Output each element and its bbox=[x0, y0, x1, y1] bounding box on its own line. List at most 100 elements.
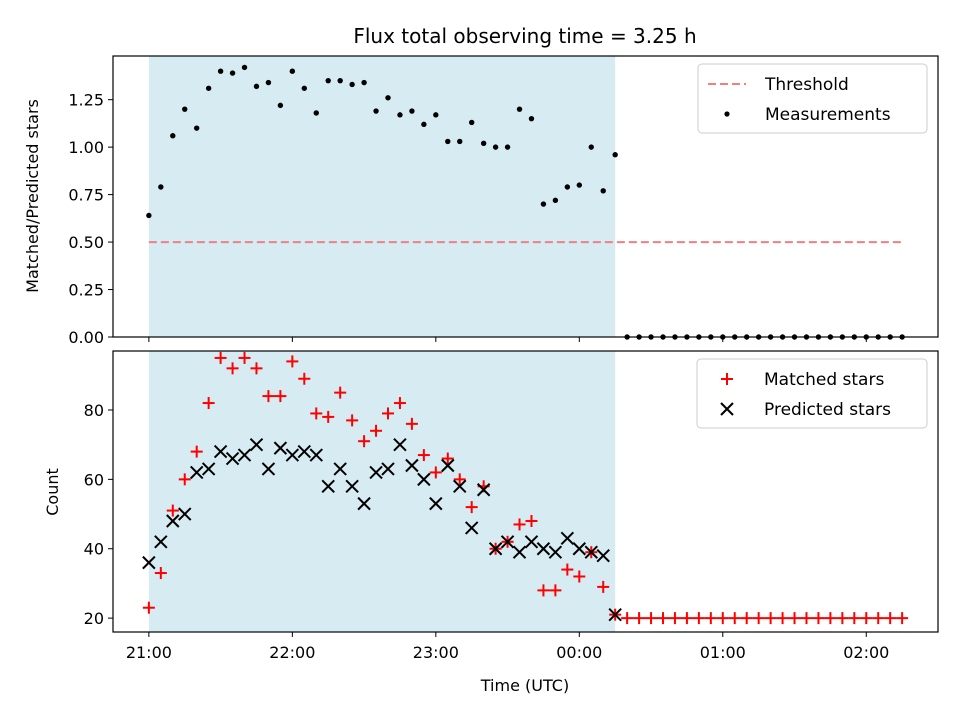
matched-stars-point bbox=[872, 612, 885, 625]
measurements-point bbox=[146, 212, 152, 219]
measurements-point bbox=[289, 68, 296, 74]
matched-stars-point bbox=[836, 612, 849, 625]
matched-stars-point bbox=[382, 407, 394, 420]
measurements-point bbox=[217, 68, 224, 74]
matched-stars-point bbox=[310, 407, 323, 420]
measurements-point bbox=[457, 138, 463, 145]
legend-matched-label: Matched stars bbox=[764, 370, 884, 390]
matched-stars-point bbox=[405, 417, 418, 430]
predicted-stars-point bbox=[524, 535, 539, 549]
top-legend: Threshold Measurements bbox=[697, 63, 928, 134]
matched-stars-point bbox=[657, 612, 669, 625]
matched-stars-point bbox=[250, 362, 263, 375]
bottom-ytick-label: 80 bbox=[84, 401, 104, 420]
predicted-stars-point bbox=[464, 521, 479, 535]
matched-stars-point bbox=[621, 612, 634, 625]
measurements-point bbox=[373, 108, 379, 114]
top-observing-window bbox=[148, 56, 616, 337]
measurements-point bbox=[205, 85, 212, 91]
measurements-point bbox=[504, 144, 511, 150]
predicted-stars-point bbox=[429, 496, 443, 511]
predicted-stars-point bbox=[453, 479, 467, 494]
matched-stars-point bbox=[752, 612, 765, 625]
top-y-axis-label: Matched/Predicted stars bbox=[23, 99, 42, 293]
predicted-stars-point bbox=[225, 451, 240, 466]
matched-stars-point bbox=[573, 570, 586, 583]
matched-stars-point bbox=[728, 612, 741, 625]
matched-stars-point bbox=[896, 612, 909, 625]
predicted-stars-point bbox=[548, 545, 563, 559]
predicted-stars-point bbox=[584, 545, 598, 559]
matched-stars-point bbox=[860, 612, 873, 625]
top-plot-frame bbox=[112, 55, 939, 338]
measurements-point bbox=[397, 112, 403, 118]
bottom-y-axis-label: Count bbox=[43, 468, 62, 516]
measurements-point bbox=[600, 188, 606, 194]
matched-stars-point bbox=[716, 612, 729, 625]
predicted-stars-point bbox=[154, 535, 168, 549]
matched-stars-point bbox=[740, 612, 753, 625]
measurements-point bbox=[612, 152, 618, 158]
predicted-stars-point bbox=[488, 542, 503, 556]
x-axis-label: Time (UTC) bbox=[480, 676, 569, 695]
matched-stars-point bbox=[417, 449, 430, 462]
bottom-observing-window bbox=[148, 351, 616, 632]
top-legend-box bbox=[697, 63, 928, 134]
matched-stars-point bbox=[154, 567, 167, 580]
predicted-stars-point bbox=[261, 462, 276, 476]
measurements-point bbox=[564, 184, 571, 190]
matched-stars-point bbox=[393, 397, 406, 410]
measurements-point bbox=[158, 184, 164, 190]
matched-stars-point bbox=[633, 612, 646, 625]
bottom-legend: Matched stars Predicted stars bbox=[696, 358, 928, 429]
xtick-label: 21:00 bbox=[126, 643, 172, 662]
measurements-point bbox=[421, 121, 427, 128]
matched-stars-point bbox=[704, 612, 717, 625]
predicted-stars-point bbox=[166, 514, 180, 528]
matched-stars-point bbox=[549, 584, 562, 597]
matched-stars-point bbox=[214, 351, 227, 364]
matched-stars-point bbox=[322, 410, 335, 423]
measurements-point bbox=[170, 133, 176, 139]
top-ytick-label: 0.75 bbox=[68, 186, 104, 205]
legend-threshold-label: Threshold bbox=[764, 75, 849, 95]
matched-stars-point bbox=[334, 386, 347, 399]
matched-stars-point bbox=[370, 424, 383, 437]
predicted-stars-point bbox=[357, 496, 371, 511]
predicted-stars-point bbox=[512, 545, 527, 559]
top-ytick-label: 0.50 bbox=[68, 233, 104, 252]
measurements-point bbox=[241, 64, 248, 71]
bottom-ytick-label: 60 bbox=[84, 470, 104, 489]
measurements-point bbox=[385, 95, 391, 101]
legend-measurements-marker bbox=[724, 111, 730, 117]
predicted-stars-point bbox=[560, 531, 575, 546]
predicted-stars-point bbox=[608, 607, 622, 622]
measurements-point bbox=[277, 102, 284, 109]
matched-stars-point bbox=[238, 351, 251, 364]
predicted-stars-point bbox=[441, 458, 455, 473]
measurements-point bbox=[576, 182, 583, 188]
measurements-point bbox=[265, 79, 272, 86]
matched-stars-point bbox=[298, 372, 311, 385]
top-panel: 0.00 0.25 0.50 0.75 1.00 1.25 Matched/Predict… bbox=[23, 55, 939, 347]
measurements-point bbox=[480, 140, 487, 147]
measurements-point bbox=[433, 112, 439, 118]
matched-stars-point bbox=[884, 612, 897, 625]
measurements-point bbox=[313, 110, 319, 116]
predicted-stars-point bbox=[178, 507, 192, 521]
measurements-point bbox=[492, 144, 499, 150]
measurements-point bbox=[445, 138, 451, 145]
matched-stars-point bbox=[525, 514, 538, 527]
predicted-stars-point bbox=[142, 555, 156, 570]
measurements-point bbox=[325, 77, 331, 84]
predicted-stars-point bbox=[572, 542, 587, 556]
xtick-label: 22:00 bbox=[269, 643, 315, 662]
measurements-point bbox=[337, 77, 343, 84]
matched-stars-point bbox=[190, 445, 203, 458]
bottom-plot-frame bbox=[112, 350, 939, 633]
matched-stars-point bbox=[453, 473, 466, 486]
measurements-point bbox=[361, 79, 367, 86]
predicted-stars-point bbox=[285, 448, 300, 462]
matched-stars-point bbox=[597, 580, 610, 593]
